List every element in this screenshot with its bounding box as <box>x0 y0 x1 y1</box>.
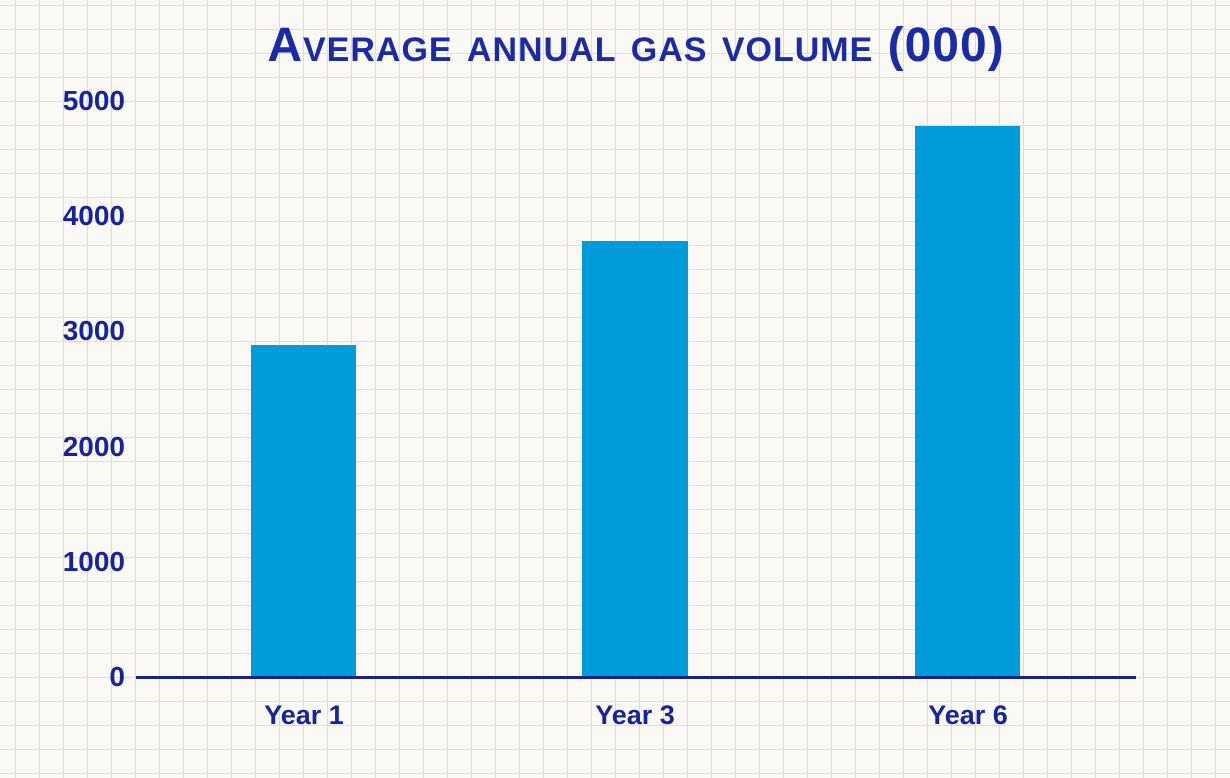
x-axis-category-label-year-3: Year 3 <box>595 700 675 730</box>
x-axis-category-label-year-6: Year 6 <box>928 700 1008 730</box>
y-axis-tick-label-4000: 4000 <box>62 200 125 231</box>
y-axis-tick-label-2000: 2000 <box>62 431 125 462</box>
bar-year-6 <box>915 126 1020 679</box>
y-axis-tick-label-5000: 5000 <box>62 85 125 116</box>
y-axis-tick-label-0: 0 <box>109 661 125 692</box>
bar-year-1 <box>251 345 356 679</box>
chart-title: Average annual gas volume (000) <box>267 19 1005 72</box>
y-axis-tick-label-3000: 3000 <box>62 315 125 346</box>
x-axis-category-label-year-1: Year 1 <box>264 700 344 730</box>
bar-year-3 <box>582 241 688 679</box>
x-axis-line <box>136 676 1136 679</box>
y-axis-tick-label-1000: 1000 <box>62 546 125 577</box>
